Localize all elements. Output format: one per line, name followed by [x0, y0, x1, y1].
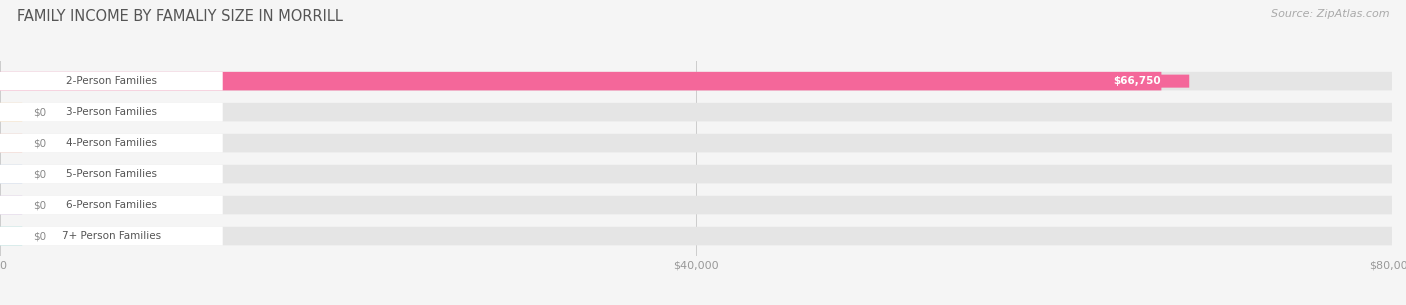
FancyBboxPatch shape	[0, 103, 22, 121]
Text: 2-Person Families: 2-Person Families	[66, 76, 157, 86]
Text: 5-Person Families: 5-Person Families	[66, 169, 157, 179]
FancyBboxPatch shape	[0, 227, 1392, 245]
Text: Source: ZipAtlas.com: Source: ZipAtlas.com	[1271, 9, 1389, 19]
Text: $0: $0	[34, 200, 46, 210]
Text: 7+ Person Families: 7+ Person Families	[62, 231, 160, 241]
FancyBboxPatch shape	[0, 196, 222, 214]
Text: 3-Person Families: 3-Person Families	[66, 107, 157, 117]
FancyBboxPatch shape	[0, 165, 222, 183]
FancyBboxPatch shape	[1085, 75, 1189, 88]
Text: 6-Person Families: 6-Person Families	[66, 200, 157, 210]
FancyBboxPatch shape	[0, 165, 1392, 183]
FancyBboxPatch shape	[0, 196, 1392, 214]
FancyBboxPatch shape	[0, 227, 22, 245]
FancyBboxPatch shape	[0, 227, 222, 245]
Text: $0: $0	[34, 169, 46, 179]
Text: $0: $0	[34, 231, 46, 241]
FancyBboxPatch shape	[0, 72, 1161, 91]
Text: FAMILY INCOME BY FAMALIY SIZE IN MORRILL: FAMILY INCOME BY FAMALIY SIZE IN MORRILL	[17, 9, 343, 24]
FancyBboxPatch shape	[0, 134, 22, 152]
FancyBboxPatch shape	[0, 165, 22, 183]
Text: 4-Person Families: 4-Person Families	[66, 138, 157, 148]
FancyBboxPatch shape	[0, 72, 222, 91]
FancyBboxPatch shape	[0, 72, 1392, 91]
FancyBboxPatch shape	[0, 134, 222, 152]
Text: $0: $0	[34, 107, 46, 117]
FancyBboxPatch shape	[0, 103, 222, 121]
FancyBboxPatch shape	[0, 196, 22, 214]
Text: $0: $0	[34, 138, 46, 148]
FancyBboxPatch shape	[0, 103, 1392, 121]
Text: $66,750: $66,750	[1114, 76, 1161, 86]
FancyBboxPatch shape	[0, 134, 1392, 152]
